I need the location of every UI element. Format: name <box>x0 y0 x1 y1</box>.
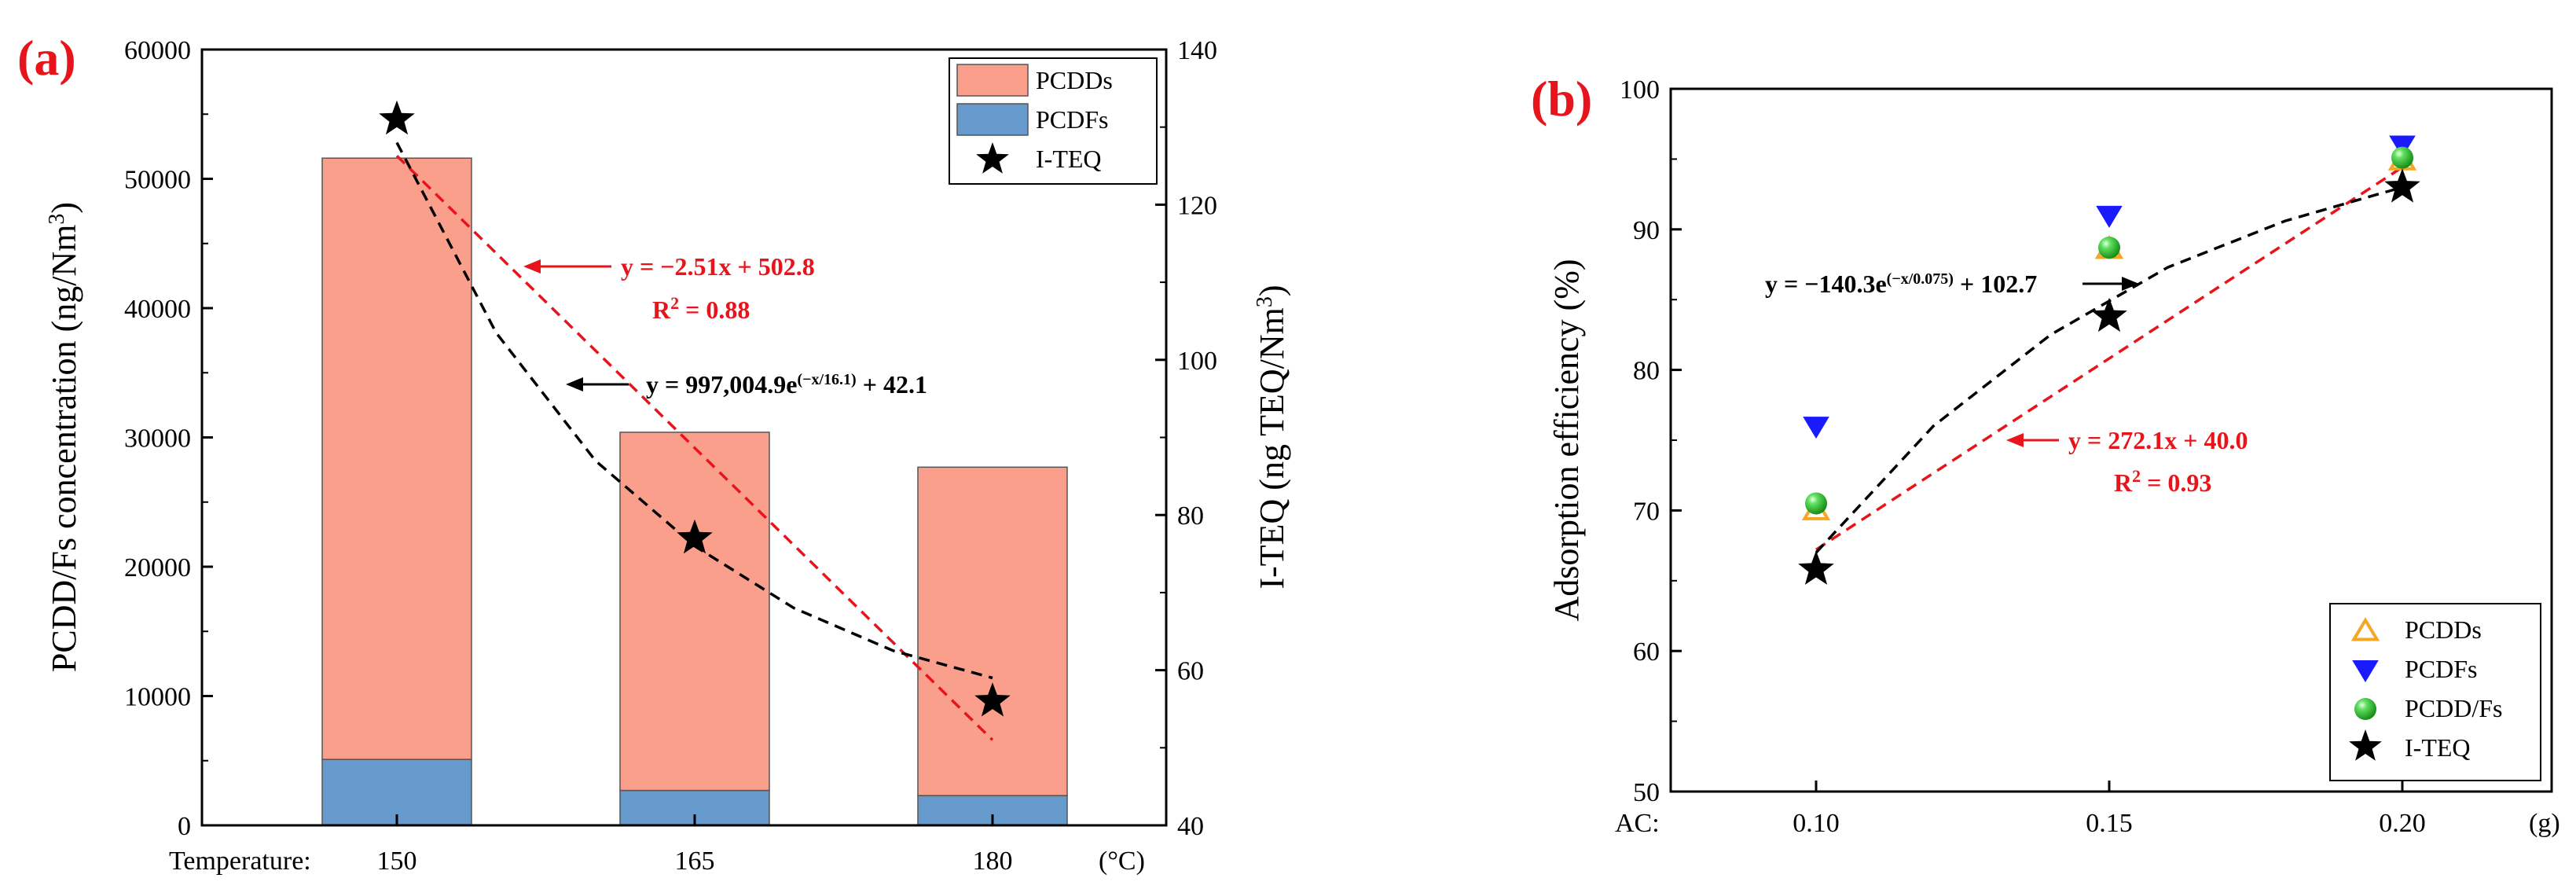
fit-a-linear-line <box>395 154 994 741</box>
chart-b: (b) 50 60 70 80 90 100 0.10 0.15 0.20 AC: (g) A… <box>1531 71 2560 838</box>
chart-a-x-axis: 150 165 180 <box>377 814 1013 876</box>
chart-a-y2-axis: 40 60 80 100 120 140 <box>1155 36 1217 841</box>
legend-a-iteq-label: I-TEQ <box>1036 145 1102 173</box>
legend-b-pcdfs-label: PCDFs <box>2405 655 2478 683</box>
point-b-pcdfs-0.15 <box>2096 205 2123 228</box>
chart-b-y-axis: 50 60 70 80 90 100 <box>1620 75 1682 807</box>
chart-a-y-axis: 0 10000 20000 30000 40000 50000 60000 <box>124 36 213 841</box>
chart-a-iteq-points <box>379 100 1011 717</box>
x-tick-label-b-0.15: 0.15 <box>2086 809 2133 838</box>
y-tick-label-a-40000: 40000 <box>124 295 191 324</box>
chart-b-x-axis: 0.10 0.15 0.20 <box>1793 781 2426 838</box>
chart-a-y2-label: I-TEQ (ng TEQ/Nm3) <box>1253 285 1292 589</box>
x-tick-label-b-0.20: 0.20 <box>2379 809 2426 838</box>
chart-a-exp-equation: y = 997,004.9e(−x/16.1) + 42.1 <box>646 370 927 399</box>
chart-a-y-label: PCDD/Fs concentration (ng/Nm3) <box>45 202 84 672</box>
legend-a-star-icon <box>976 142 1009 174</box>
chart-b-exp-annotation: y = −140.3e(−x/0.075) + 102.7 <box>1765 270 2139 298</box>
y-tick-label-b-100: 100 <box>1620 75 1660 105</box>
panel-a-label: (a) <box>17 30 76 86</box>
legend-b-pcdfs-icon <box>2352 660 2379 682</box>
legend-b-iteq-label: I-TEQ <box>2405 733 2471 762</box>
iteq-a-star-150 <box>379 100 415 135</box>
chart-a-linear-equation: y = −2.51x + 502.8 <box>621 252 815 281</box>
fit-b-linear-line <box>1815 166 2403 551</box>
bar-pcdds-150 <box>321 157 472 760</box>
y2-tick-label-a-80: 80 <box>1177 501 1204 531</box>
iteq-a-star-165 <box>677 519 713 554</box>
y-tick-label-a-0: 0 <box>178 812 191 841</box>
x-tick-label-b-0.10: 0.10 <box>1793 809 1840 838</box>
legend-b-pcdds-label: PCDDs <box>2405 615 2482 644</box>
legend-b-pcddfs-icon <box>2354 698 2376 720</box>
chart-b-points <box>1798 135 2420 585</box>
legend-b-star-icon <box>2349 729 2382 761</box>
chart-b-x-prefix: AC: <box>1615 809 1660 838</box>
y-tick-label-a-20000: 20000 <box>124 553 191 582</box>
chart-a-exp-arrowhead <box>566 377 583 391</box>
chart-a-linear-r2: R2 = 0.88 <box>652 293 750 325</box>
panel-b-label: (b) <box>1531 71 1592 127</box>
y-tick-label-b-90: 90 <box>1633 216 1660 245</box>
point-b-i-teq-0.20 <box>2384 168 2420 203</box>
chart-a: (a) 0 10000 20000 30000 40000 50000 60000 40 60… <box>17 30 1291 876</box>
chart-b-linear-r2: R2 = 0.93 <box>2114 466 2211 498</box>
chart-a-bars <box>321 157 1068 826</box>
legend-a-pcdds-label: PCDDs <box>1036 66 1113 94</box>
legend-a-pcdfs-swatch <box>956 103 1029 136</box>
y2-tick-label-a-60: 60 <box>1177 657 1204 686</box>
chart-b-linear-annotation: y = 272.1x + 40.0 R2 = 0.93 <box>2006 426 2248 497</box>
chart-b-linear-arrowhead <box>2006 433 2024 447</box>
x-tick-label-a-150: 150 <box>377 847 417 876</box>
x-tick-label-a-180: 180 <box>973 847 1013 876</box>
y-tick-label-b-70: 70 <box>1633 497 1660 526</box>
y-tick-label-a-30000: 30000 <box>124 424 191 454</box>
point-b-pcdfs-0.20 <box>2389 135 2416 158</box>
chart-b-exp-equation: y = −140.3e(−x/0.075) + 102.7 <box>1765 270 2037 298</box>
point-b-pcddfs-0.10 <box>1805 492 1827 515</box>
y2-tick-label-a-120: 120 <box>1177 191 1217 220</box>
chart-b-exp-arrowhead <box>2122 277 2139 291</box>
chart-b-linear-equation: y = 272.1x + 40.0 <box>2068 426 2248 454</box>
iteq-a-star-180 <box>974 682 1011 717</box>
chart-a-linear-annotation: y = −2.51x + 502.8 R2 = 0.88 <box>523 252 815 324</box>
y-tick-label-a-60000: 60000 <box>124 36 191 65</box>
y2-tick-label-a-100: 100 <box>1177 347 1217 376</box>
y-tick-label-b-80: 80 <box>1633 357 1660 386</box>
legend-b-pcddfs-label: PCDD/Fs <box>2405 694 2503 722</box>
bar-pcdds-180 <box>917 466 1068 796</box>
chart-a-x-unit: (°C) <box>1099 847 1145 876</box>
point-b-pcddfs-0.15 <box>2098 237 2120 259</box>
y-tick-label-b-50: 50 <box>1633 778 1660 807</box>
chart-b-y-label: Adsorption efficiency (%) <box>1547 259 1586 621</box>
chart-a-x-prefix: Temperature: <box>169 847 311 876</box>
point-b-pcddfs-0.20 <box>2391 146 2413 169</box>
chart-a-linear-arrowhead <box>523 259 541 274</box>
point-b-i-teq-0.15 <box>2091 297 2127 332</box>
point-b-i-teq-0.10 <box>1798 550 1834 585</box>
y-tick-label-a-50000: 50000 <box>124 166 191 195</box>
legend-a-pcdfs-label: PCDFs <box>1036 105 1109 134</box>
y2-tick-label-a-40: 40 <box>1177 812 1204 841</box>
chart-b-legend: PCDDs PCDFs PCDD/Fs I-TEQ <box>2329 603 2541 781</box>
chart-a-legend: PCDDs PCDFs I-TEQ <box>949 57 1158 185</box>
y-tick-label-b-60: 60 <box>1633 637 1660 667</box>
x-tick-label-a-165: 165 <box>675 847 715 876</box>
y-tick-label-a-10000: 10000 <box>124 683 191 712</box>
chart-a-exp-annotation: y = 997,004.9e(−x/16.1) + 42.1 <box>566 370 927 399</box>
legend-a-pcdds-swatch <box>956 64 1029 97</box>
point-b-pcdfs-0.10 <box>1803 417 1829 439</box>
chart-b-x-unit: (g) <box>2529 809 2560 838</box>
bar-pcdds-165 <box>619 432 770 792</box>
y2-tick-label-a-140: 140 <box>1177 36 1217 65</box>
legend-b-pcdds-icon <box>2350 617 2380 641</box>
